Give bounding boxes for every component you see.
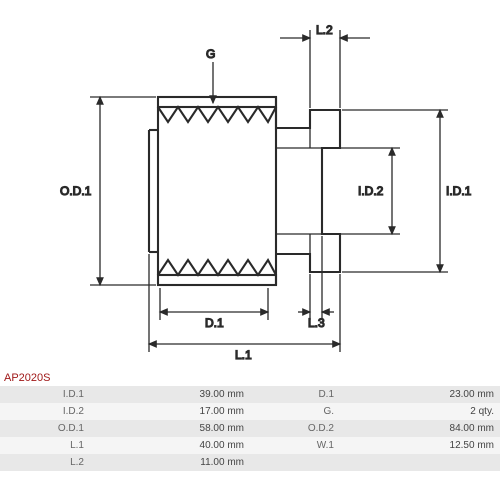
spec-row: L.140.00 mmW.112.50 mm bbox=[0, 437, 500, 454]
spec-label bbox=[250, 454, 340, 471]
spec-row: L.211.00 mm bbox=[0, 454, 500, 471]
spec-row: I.D.139.00 mmD.123.00 mm bbox=[0, 386, 500, 403]
spec-value: 40.00 mm bbox=[90, 437, 250, 454]
label-id2: I.D.2 bbox=[358, 184, 384, 198]
spec-value: 12.50 mm bbox=[340, 437, 500, 454]
spec-table-area: AP2020S I.D.139.00 mmD.123.00 mmI.D.217.… bbox=[0, 370, 500, 471]
spec-value: 11.00 mm bbox=[90, 454, 250, 471]
label-id1: I.D.1 bbox=[446, 184, 472, 198]
spec-value: 58.00 mm bbox=[90, 420, 250, 437]
spec-label: W.1 bbox=[250, 437, 340, 454]
label-l2: L.2 bbox=[316, 23, 333, 37]
spec-label: O.D.2 bbox=[250, 420, 340, 437]
label-l1: L.1 bbox=[235, 348, 252, 362]
spec-label: O.D.1 bbox=[0, 420, 90, 437]
spec-label: G. bbox=[250, 403, 340, 420]
technical-drawing: G L.2 O.D.1 I.D.1 I.D.2 D.1 L.3 L.1 bbox=[0, 0, 500, 370]
spec-label: I.D.1 bbox=[0, 386, 90, 403]
spec-value: 17.00 mm bbox=[90, 403, 250, 420]
label-od1: O.D.1 bbox=[60, 184, 92, 198]
spec-label: L.1 bbox=[0, 437, 90, 454]
spec-value: 23.00 mm bbox=[340, 386, 500, 403]
part-number: AP2020S bbox=[0, 370, 500, 386]
label-d1: D.1 bbox=[205, 316, 224, 330]
label-g: G bbox=[206, 47, 215, 61]
spec-value: 2 qty. bbox=[340, 403, 500, 420]
spec-label: I.D.2 bbox=[0, 403, 90, 420]
spec-label: L.2 bbox=[0, 454, 90, 471]
spec-value bbox=[340, 454, 500, 471]
spec-label: D.1 bbox=[250, 386, 340, 403]
spec-row: I.D.217.00 mmG.2 qty. bbox=[0, 403, 500, 420]
spec-table: I.D.139.00 mmD.123.00 mmI.D.217.00 mmG.2… bbox=[0, 386, 500, 471]
spec-row: O.D.158.00 mmO.D.284.00 mm bbox=[0, 420, 500, 437]
spec-value: 39.00 mm bbox=[90, 386, 250, 403]
spec-value: 84.00 mm bbox=[340, 420, 500, 437]
label-l3: L.3 bbox=[308, 316, 325, 330]
